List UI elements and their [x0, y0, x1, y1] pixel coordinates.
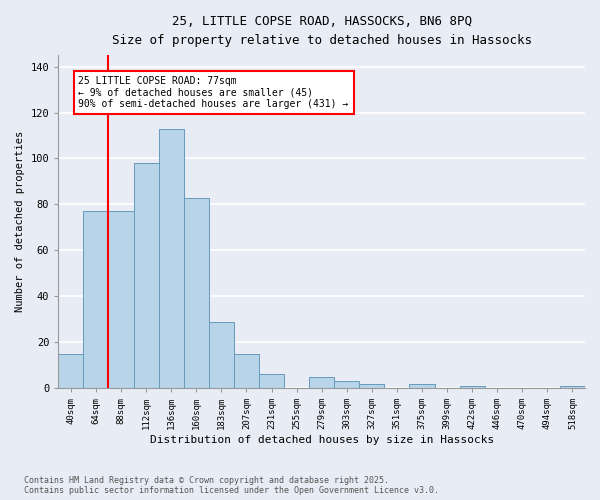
Bar: [560, 386, 585, 388]
Bar: [109, 212, 134, 388]
X-axis label: Distribution of detached houses by size in Hassocks: Distribution of detached houses by size …: [149, 435, 494, 445]
Bar: [259, 374, 284, 388]
Bar: [58, 354, 83, 388]
Bar: [184, 198, 209, 388]
Title: 25, LITTLE COPSE ROAD, HASSOCKS, BN6 8PQ
Size of property relative to detached h: 25, LITTLE COPSE ROAD, HASSOCKS, BN6 8PQ…: [112, 15, 532, 47]
Bar: [134, 163, 158, 388]
Bar: [334, 382, 359, 388]
Bar: [83, 212, 109, 388]
Bar: [460, 386, 485, 388]
Text: Contains HM Land Registry data © Crown copyright and database right 2025.
Contai: Contains HM Land Registry data © Crown c…: [24, 476, 439, 495]
Bar: [158, 128, 184, 388]
Y-axis label: Number of detached properties: Number of detached properties: [15, 131, 25, 312]
Bar: [409, 384, 434, 388]
Bar: [234, 354, 259, 388]
Text: 25 LITTLE COPSE ROAD: 77sqm
← 9% of detached houses are smaller (45)
90% of semi: 25 LITTLE COPSE ROAD: 77sqm ← 9% of deta…: [79, 76, 349, 109]
Bar: [309, 376, 334, 388]
Bar: [209, 322, 234, 388]
Bar: [359, 384, 385, 388]
